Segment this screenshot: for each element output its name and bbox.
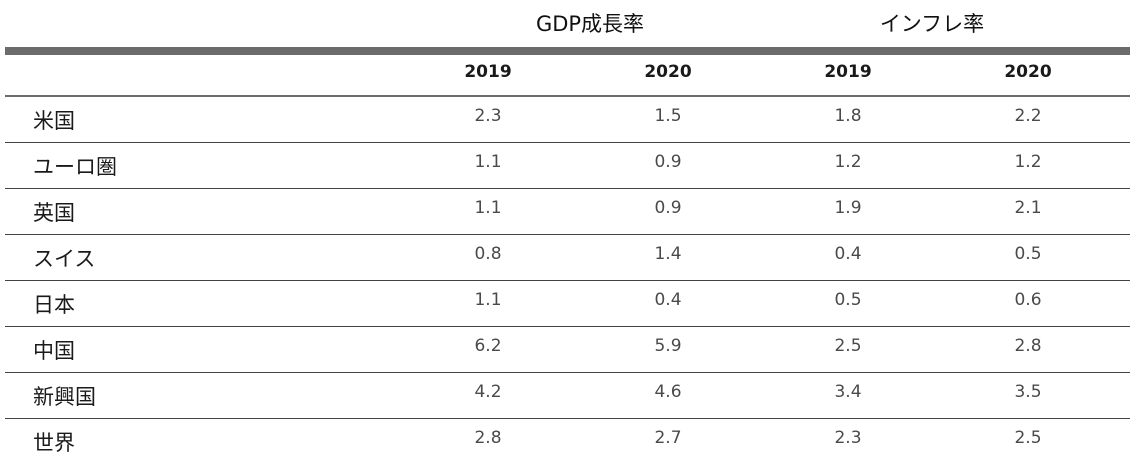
cell-gdp-2019: 6.2: [474, 336, 502, 356]
row-label: スイス: [33, 247, 96, 271]
cell-inflation-2019: 1.9: [834, 198, 862, 218]
row-label: 日本: [33, 293, 75, 317]
cell-inflation-2020: 3.5: [1014, 382, 1042, 402]
row-label: 英国: [33, 201, 75, 225]
table-row: 日本 1.1 0.4 0.5 0.6: [5, 281, 1130, 327]
group-title-gdp-growth: GDP成長率: [535, 12, 645, 36]
cell-inflation-2020: 0.6: [1014, 290, 1042, 310]
table-row: 米国 2.3 1.5 1.8 2.2: [5, 97, 1130, 143]
row-label: 米国: [33, 109, 75, 133]
cell-inflation-2019: 0.5: [834, 290, 862, 310]
group-title-inflation: インフレ率: [879, 12, 985, 36]
table-row: ユーロ圏 1.1 0.9 1.2 1.2: [5, 143, 1130, 189]
cell-gdp-2019: 4.2: [474, 382, 502, 402]
year-header-inflation-2019: 2019: [824, 62, 872, 82]
row-label: 世界: [33, 431, 75, 455]
cell-gdp-2020: 2.7: [654, 428, 682, 448]
cell-gdp-2020: 0.9: [654, 198, 682, 218]
row-label: ユーロ圏: [33, 155, 117, 179]
cell-gdp-2019: 1.1: [474, 198, 502, 218]
year-header-row: 2019 2020 2019 2020: [5, 55, 1130, 97]
cell-gdp-2020: 0.4: [654, 290, 682, 310]
cell-inflation-2019: 3.4: [834, 382, 862, 402]
cell-gdp-2019: 2.3: [474, 106, 502, 126]
cell-gdp-2020: 1.5: [654, 106, 682, 126]
cell-inflation-2020: 2.2: [1014, 106, 1042, 126]
cell-gdp-2019: 2.8: [474, 428, 502, 448]
table-row: 世界 2.8 2.7 2.3 2.5: [5, 419, 1130, 464]
cell-inflation-2020: 2.5: [1014, 428, 1042, 448]
cell-inflation-2019: 1.8: [834, 106, 862, 126]
cell-inflation-2019: 0.4: [834, 244, 862, 264]
year-header-gdp-2019: 2019: [464, 62, 512, 82]
cell-gdp-2019: 1.1: [474, 152, 502, 172]
table-row: スイス 0.8 1.4 0.4 0.5: [5, 235, 1130, 281]
cell-gdp-2020: 5.9: [654, 336, 682, 356]
cell-inflation-2019: 1.2: [834, 152, 862, 172]
table-body: 米国 2.3 1.5 1.8 2.2 ユーロ圏 1.1 0.9 1.2 1.2 英国 1.1 0.9 1.…: [5, 97, 1130, 464]
cell-gdp-2020: 0.9: [654, 152, 682, 172]
header-top-rule: [5, 47, 1130, 55]
cell-gdp-2020: 1.4: [654, 244, 682, 264]
cell-inflation-2020: 2.8: [1014, 336, 1042, 356]
cell-gdp-2019: 0.8: [474, 244, 502, 264]
cell-inflation-2020: 2.1: [1014, 198, 1042, 218]
cell-inflation-2020: 1.2: [1014, 152, 1042, 172]
cell-gdp-2019: 1.1: [474, 290, 502, 310]
year-header-inflation-2020: 2020: [1004, 62, 1052, 82]
table-row: 英国 1.1 0.9 1.9 2.1: [5, 189, 1130, 235]
cell-gdp-2020: 4.6: [654, 382, 682, 402]
year-header-gdp-2020: 2020: [644, 62, 692, 82]
row-label: 中国: [33, 339, 75, 363]
table-row: 新興国 4.2 4.6 3.4 3.5: [5, 373, 1130, 419]
cell-inflation-2019: 2.5: [834, 336, 862, 356]
cell-inflation-2019: 2.3: [834, 428, 862, 448]
table-row: 中国 6.2 5.9 2.5 2.8: [5, 327, 1130, 373]
row-label: 新興国: [33, 385, 96, 409]
cell-inflation-2020: 0.5: [1014, 244, 1042, 264]
group-header-row: GDP成長率 インフレ率: [0, 0, 1135, 44]
